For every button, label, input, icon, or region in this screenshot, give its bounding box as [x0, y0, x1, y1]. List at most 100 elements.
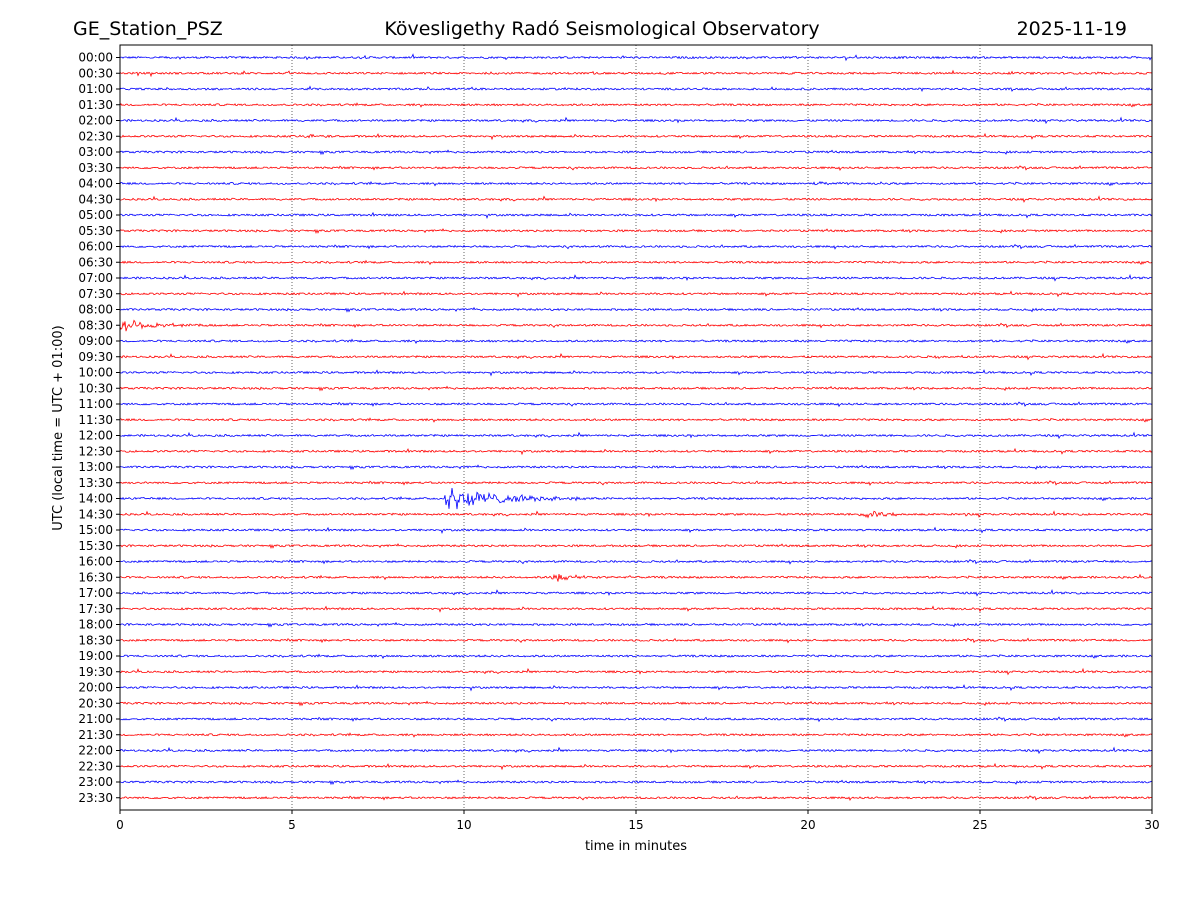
trace-1700: [119, 589, 1153, 597]
trace-0500: [119, 211, 1153, 220]
y-tick-label: 15:00: [78, 523, 113, 537]
trace-1800: [119, 621, 1153, 628]
trace-1200: [119, 431, 1153, 440]
x-tick-label: 5: [288, 818, 296, 832]
y-tick-label: 18:00: [78, 618, 113, 632]
y-tick-label: 01:30: [78, 98, 113, 112]
y-tick-label: 14:30: [78, 507, 113, 521]
y-tick-label: 18:30: [78, 633, 113, 647]
y-tick-label: 08:30: [78, 318, 113, 332]
y-tick-label: 05:00: [78, 208, 113, 222]
y-tick-label: 04:00: [78, 177, 113, 191]
y-tick-label: 02:30: [78, 129, 113, 143]
y-tick-label: 08:00: [78, 303, 113, 317]
trace-0700: [119, 274, 1153, 282]
y-tick-label: 16:30: [78, 570, 113, 584]
trace-0400: [119, 180, 1153, 187]
y-tick-label: 13:30: [78, 476, 113, 490]
trace-1630: [119, 573, 1153, 582]
y-tick-label: 11:00: [78, 397, 113, 411]
trace-2000: [119, 684, 1153, 692]
trace-1300: [119, 464, 1153, 471]
y-tick-label: 02:00: [78, 114, 113, 128]
trace-0330: [119, 165, 1153, 171]
x-tick-label: 0: [116, 818, 124, 832]
y-tick-label: 12:00: [78, 429, 113, 443]
chart-title: Kövesligethy Radó Seismological Observat…: [384, 18, 819, 40]
y-tick-label: 23:00: [78, 775, 113, 789]
y-tick-label: 07:00: [78, 271, 113, 285]
trace-1530: [119, 543, 1153, 550]
trace-0930: [119, 352, 1153, 361]
y-tick-label: 10:00: [78, 366, 113, 380]
trace-1430: [119, 510, 1153, 519]
x-tick-label: 25: [972, 818, 987, 832]
y-tick-label: 16:00: [78, 555, 113, 569]
traces: [119, 53, 1153, 801]
trace-2330: [119, 795, 1153, 801]
trace-0600: [119, 243, 1153, 250]
y-tick-label: 03:00: [78, 145, 113, 159]
x-tick-label: 15: [628, 818, 643, 832]
y-tick-label: 00:00: [78, 51, 113, 65]
y-tick-label: 05:30: [78, 224, 113, 238]
y-tick-label: 07:30: [78, 287, 113, 301]
trace-0300: [119, 149, 1153, 156]
y-axis-label: UTC (local time = UTC + 01:00): [51, 325, 66, 530]
y-tick-label: 03:30: [78, 161, 113, 175]
y-tick-label: 17:00: [78, 586, 113, 600]
x-tick-label: 10: [456, 818, 471, 832]
trace-1400: [119, 487, 1153, 510]
trace-1500: [119, 526, 1153, 535]
trace-2230: [119, 762, 1153, 771]
trace-1900: [119, 653, 1153, 659]
trace-0100: [119, 85, 1153, 93]
trace-0200: [119, 116, 1153, 125]
trace-2100: [119, 716, 1153, 723]
trace-0800: [119, 306, 1153, 313]
date-title: 2025-11-19: [1017, 18, 1127, 40]
y-tick-label: 13:00: [78, 460, 113, 474]
y-tick-label: 14:00: [78, 492, 113, 506]
station-title: GE_Station_PSZ: [73, 18, 223, 40]
trace-0900: [119, 338, 1153, 344]
y-tick-label: 21:30: [78, 728, 113, 742]
y-tick-label: 06:30: [78, 255, 113, 269]
y-tick-label: 10:30: [78, 381, 113, 395]
y-tick-label: 00:30: [78, 66, 113, 80]
y-tick-label: 09:30: [78, 350, 113, 364]
trace-1030: [119, 385, 1153, 392]
trace-0530: [119, 228, 1153, 235]
trace-0830: [119, 319, 1153, 332]
trace-1330: [119, 480, 1153, 486]
y-tick-label: 12:30: [78, 444, 113, 458]
trace-0130: [119, 102, 1153, 108]
x-axis-label: time in minutes: [585, 839, 687, 854]
y-tick-label: 04:30: [78, 192, 113, 206]
y-tick-label: 11:30: [78, 413, 113, 427]
trace-1600: [119, 558, 1153, 565]
trace-2030: [119, 700, 1153, 707]
trace-1000: [119, 369, 1153, 377]
y-tick-label: 06:00: [78, 240, 113, 254]
y-tick-label: 15:30: [78, 539, 113, 553]
trace-0030: [119, 69, 1153, 78]
trace-2300: [119, 779, 1153, 786]
x-tick-label: 30: [1144, 818, 1159, 832]
x-axis-ticks: 0 5 10 15 20 25 30: [116, 810, 1160, 832]
y-tick-label: 19:00: [78, 649, 113, 663]
y-tick-label: 20:00: [78, 681, 113, 695]
trace-0430: [119, 195, 1153, 203]
trace-0230: [119, 132, 1153, 141]
y-tick-label: 20:30: [78, 696, 113, 710]
y-tick-label: 22:30: [78, 759, 113, 773]
y-tick-label: 17:30: [78, 602, 113, 616]
trace-1100: [119, 401, 1153, 408]
x-tick-label: 20: [800, 818, 815, 832]
trace-1930: [119, 667, 1153, 676]
trace-1830: [119, 637, 1153, 644]
trace-2130: [119, 732, 1153, 738]
